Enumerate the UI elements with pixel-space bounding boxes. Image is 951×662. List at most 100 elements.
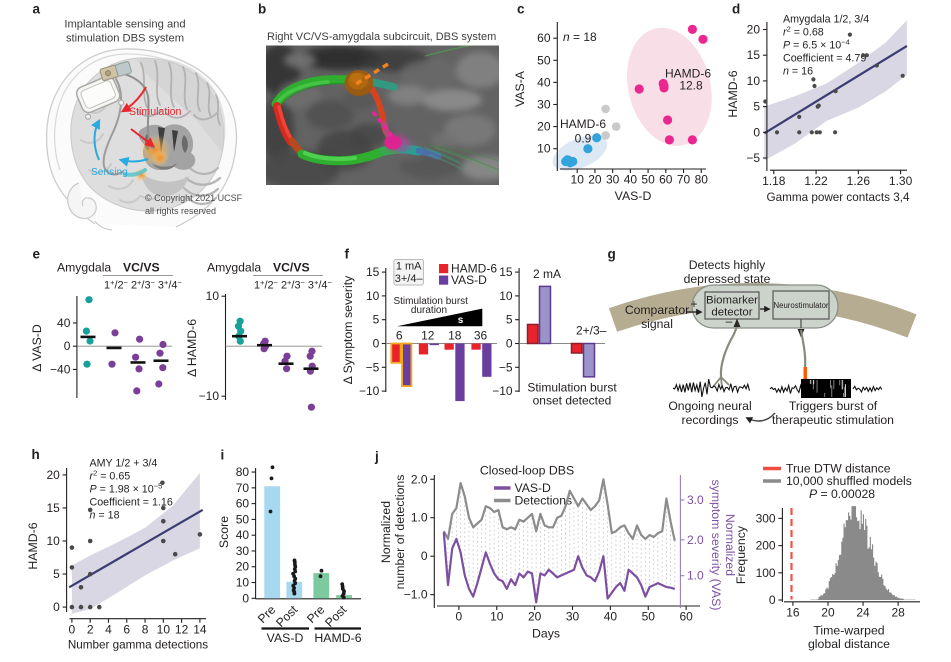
svg-text:Days: Days — [532, 627, 560, 641]
svg-text:f: f — [345, 247, 350, 262]
svg-text:Right VC/VS-amygdala subcircui: Right VC/VS-amygdala subcircuit, DBS sys… — [267, 31, 496, 43]
svg-text:e: e — [33, 247, 41, 262]
svg-text:15: 15 — [499, 265, 513, 279]
svg-text:2: 2 — [87, 622, 94, 636]
svg-text:Amygdala 1/2, 3/4: Amygdala 1/2, 3/4 — [783, 14, 869, 26]
svg-text:70: 70 — [236, 481, 250, 495]
svg-text:Stimulation: Stimulation — [129, 106, 182, 118]
svg-text:50: 50 — [642, 610, 656, 624]
svg-text:−40: −40 — [50, 362, 71, 376]
svg-text:Biomarker: Biomarker — [706, 295, 758, 307]
svg-text:+: + — [691, 299, 698, 311]
svg-text:1.22: 1.22 — [804, 174, 828, 188]
svg-text:r2 = 0.68: r2 = 0.68 — [783, 25, 824, 39]
svg-text:40: 40 — [604, 610, 618, 624]
svg-text:HAMD-6: HAMD-6 — [560, 117, 606, 131]
svg-text:10: 10 — [747, 74, 761, 88]
svg-text:Detects highly: Detects highly — [689, 258, 766, 272]
svg-text:−1.0: −1.0 — [404, 588, 428, 602]
svg-text:1 mA: 1 mA — [396, 261, 422, 273]
svg-text:P = 1.98 × 10−5: P = 1.98 × 10−5 — [90, 482, 163, 496]
svg-text:15: 15 — [46, 501, 60, 515]
svg-text:Number gamma detections: Number gamma detections — [68, 639, 208, 652]
svg-text:16: 16 — [786, 605, 800, 619]
svg-text:1.26: 1.26 — [847, 174, 871, 188]
svg-text:Neurostimulator: Neurostimulator — [773, 301, 828, 310]
svg-text:15: 15 — [366, 265, 380, 279]
svg-text:−10: −10 — [199, 389, 220, 403]
svg-text:1.0: 1.0 — [411, 511, 428, 525]
svg-text:Coefficient = 4.79: Coefficient = 4.79 — [783, 53, 866, 65]
svg-text:40: 40 — [537, 75, 551, 89]
svg-text:12: 12 — [421, 329, 435, 343]
svg-text:30: 30 — [606, 173, 620, 187]
svg-text:2.0: 2.0 — [411, 472, 428, 486]
svg-text:global distance: global distance — [808, 637, 890, 651]
svg-text:depressed state: depressed state — [684, 272, 771, 286]
svg-text:VAS-D: VAS-D — [267, 631, 304, 645]
svg-text:0: 0 — [64, 339, 71, 353]
svg-text:Ongoing neural: Ongoing neural — [668, 399, 751, 413]
svg-text:© Copyright 2021 UCSF: © Copyright 2021 UCSF — [145, 193, 243, 203]
svg-text:70: 70 — [677, 173, 691, 187]
svg-text:1.18: 1.18 — [762, 174, 786, 188]
svg-text:20: 20 — [236, 560, 250, 574]
svg-text:10: 10 — [490, 610, 504, 624]
svg-text:Score: Score — [217, 516, 231, 548]
svg-text:−5: −5 — [746, 151, 760, 165]
svg-text:therapeutic stimulation: therapeutic stimulation — [772, 413, 894, 427]
svg-text:P = 6.5 × 10−4: P = 6.5 × 10−4 — [783, 38, 850, 52]
svg-text:VAS-D: VAS-D — [615, 189, 652, 203]
svg-text:0: 0 — [69, 622, 76, 636]
svg-text:5: 5 — [53, 567, 60, 581]
svg-text:symptom severity (VAS): symptom severity (VAS) — [709, 480, 723, 611]
svg-text:1.0: 1.0 — [687, 569, 704, 583]
svg-text:0.9: 0.9 — [575, 132, 592, 146]
svg-text:r2 = 0.65: r2 = 0.65 — [90, 469, 131, 483]
svg-text:12: 12 — [175, 622, 189, 636]
svg-text:Frequency: Frequency — [734, 525, 748, 584]
svg-text:all rights reserved: all rights reserved — [145, 206, 216, 216]
svg-text:300: 300 — [756, 511, 776, 525]
svg-text:18: 18 — [448, 329, 462, 343]
svg-text:VC/VS: VC/VS — [123, 261, 160, 275]
svg-text:True DTW distance: True DTW distance — [786, 462, 891, 476]
svg-text:10: 10 — [206, 289, 220, 303]
svg-text:j: j — [374, 449, 379, 464]
svg-text:onset detected: onset detected — [533, 394, 612, 408]
svg-text:i: i — [221, 448, 225, 463]
svg-text:2.0: 2.0 — [687, 533, 704, 547]
svg-text:HAMD-6: HAMD-6 — [665, 67, 711, 81]
svg-text:30: 30 — [566, 610, 580, 624]
svg-text:Implantable sensing and: Implantable sensing and — [64, 19, 185, 31]
svg-text:–: – — [726, 314, 733, 328]
svg-text:detector: detector — [711, 307, 752, 319]
svg-text:30: 30 — [236, 544, 250, 558]
svg-text:HAMD-6: HAMD-6 — [314, 631, 361, 645]
svg-text:10: 10 — [236, 576, 250, 590]
svg-text:−5: −5 — [499, 360, 513, 374]
svg-text:10: 10 — [157, 622, 171, 636]
svg-text:Stimulation burst: Stimulation burst — [527, 381, 617, 395]
svg-text:0: 0 — [373, 337, 380, 351]
svg-text:−10: −10 — [492, 384, 513, 398]
svg-text:6: 6 — [396, 329, 403, 343]
svg-text:s: s — [458, 315, 464, 326]
svg-text:1+/2− 2+/3− 3+/4−: 1+/2− 2+/3− 3+/4− — [104, 278, 182, 292]
svg-text:60: 60 — [537, 31, 551, 45]
svg-text:10: 10 — [366, 289, 380, 303]
svg-text:VAS-A: VAS-A — [513, 70, 527, 107]
svg-text:0: 0 — [53, 600, 60, 614]
svg-text:Normalized: Normalized — [723, 514, 737, 576]
svg-text:20: 20 — [747, 23, 761, 37]
svg-text:10: 10 — [499, 289, 513, 303]
svg-text:Amygdala: Amygdala — [207, 261, 261, 275]
svg-text:1+/2− 2+/3− 3+/4−: 1+/2− 2+/3− 3+/4− — [254, 278, 332, 292]
svg-text:4: 4 — [105, 622, 112, 636]
svg-text:n = 18: n = 18 — [90, 510, 120, 522]
svg-text:Stimulation burst: Stimulation burst — [393, 296, 468, 307]
svg-text:20: 20 — [46, 468, 60, 482]
svg-text:Triggers burst of: Triggers burst of — [789, 399, 878, 413]
svg-text:200: 200 — [756, 539, 776, 553]
svg-text:5: 5 — [506, 313, 513, 327]
